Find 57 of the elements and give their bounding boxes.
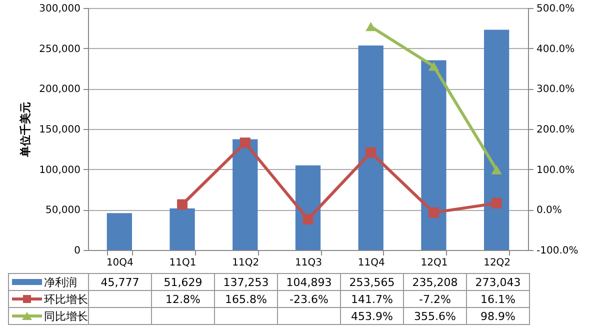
y2-tick-label: 0.0% bbox=[536, 205, 562, 216]
legend-label: 同比增长 bbox=[8, 308, 88, 324]
x-tick-label: 11Q1 bbox=[169, 258, 196, 268]
data-label: -7.2% bbox=[404, 290, 466, 308]
bar bbox=[421, 60, 446, 250]
data-label: 165.8% bbox=[214, 290, 278, 308]
data-label: 98.9% bbox=[466, 308, 530, 324]
x-tick-label: 11Q3 bbox=[295, 258, 322, 268]
y-axis-title: 单位千美元 bbox=[19, 102, 32, 158]
legend-label: 环比增长 bbox=[8, 290, 88, 308]
data-label: 12.8% bbox=[152, 290, 214, 308]
y-tick-label: 150,000 bbox=[39, 124, 80, 136]
data-label: -23.6% bbox=[278, 290, 340, 308]
data-label: 355.6% bbox=[404, 308, 466, 324]
data-label: 235,208 bbox=[404, 274, 466, 290]
bar bbox=[106, 213, 132, 250]
point bbox=[366, 147, 376, 158]
data-label: 104,893 bbox=[278, 274, 340, 290]
x-tick-label: 11Q2 bbox=[232, 258, 260, 268]
bar bbox=[232, 139, 258, 250]
point bbox=[491, 165, 502, 174]
bar bbox=[358, 45, 384, 250]
data-label: 141.7% bbox=[340, 290, 404, 308]
x-tick-label: 12Q2 bbox=[484, 258, 511, 268]
bar bbox=[484, 30, 510, 250]
y-tick-label: 0 bbox=[74, 246, 80, 256]
point bbox=[491, 198, 502, 208]
point bbox=[428, 62, 439, 71]
legend-label: 净利润 bbox=[8, 274, 88, 290]
y-tick-label: 300,000 bbox=[39, 4, 80, 14]
x-tick-label: 10Q4 bbox=[106, 258, 134, 268]
data-label: 137,253 bbox=[214, 274, 278, 290]
y2-tick-label: 400.0% bbox=[536, 44, 575, 55]
point bbox=[366, 22, 376, 32]
y2-tick-label: 300.0% bbox=[536, 84, 575, 96]
data-label: 16.1% bbox=[466, 290, 530, 308]
y2-tick-label: 500.0% bbox=[536, 4, 575, 14]
y2-tick-label: -100.0% bbox=[536, 246, 578, 256]
point bbox=[428, 207, 439, 218]
y-tick-label: 250,000 bbox=[39, 44, 80, 55]
y-tick-label: 100,000 bbox=[39, 164, 80, 176]
data-label: 453.9% bbox=[340, 308, 404, 324]
data-label: 51,629 bbox=[152, 274, 214, 290]
data-label: 273,043 bbox=[466, 274, 530, 290]
point bbox=[240, 138, 250, 148]
y-tick-label: 200,000 bbox=[39, 84, 80, 96]
bar bbox=[170, 208, 195, 250]
data-label: 45,777 bbox=[88, 274, 152, 290]
x-tick-label: 12Q1 bbox=[420, 258, 448, 268]
bar bbox=[295, 165, 321, 250]
point bbox=[302, 214, 314, 224]
point bbox=[177, 199, 188, 210]
y2-tick-label: 200.0% bbox=[536, 124, 575, 136]
data-label: 253,565 bbox=[340, 274, 404, 290]
y2-tick-label: 100.0% bbox=[536, 164, 575, 176]
x-tick-label: 11Q4 bbox=[358, 258, 385, 268]
y-tick-label: 50,000 bbox=[46, 205, 80, 216]
